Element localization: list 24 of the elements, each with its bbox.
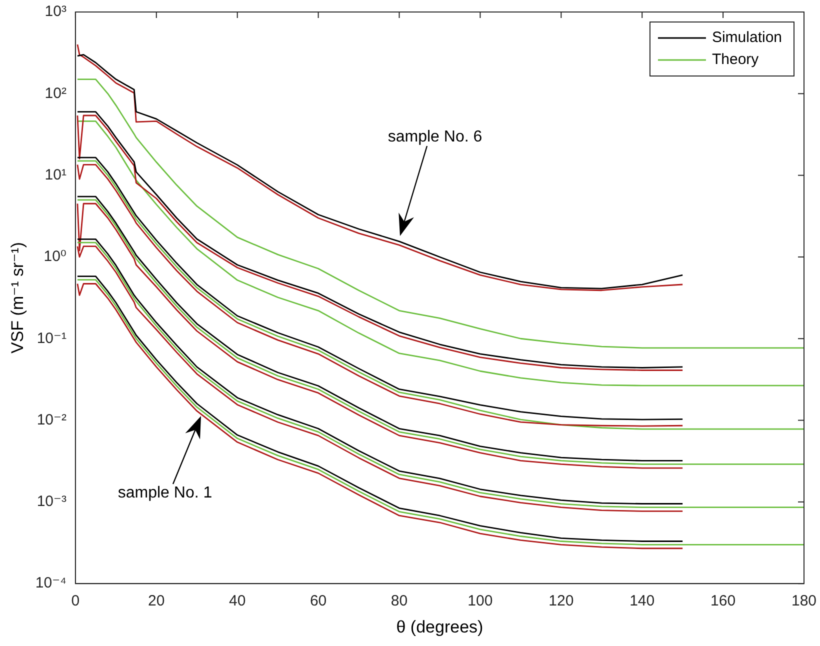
y-tick-label: 10⁰ xyxy=(44,248,66,266)
y-tick-label: 10⁻² xyxy=(36,411,66,428)
y-tick-label: 10³ xyxy=(44,3,66,20)
legend-label: Theory xyxy=(712,51,760,68)
x-tick-label: 20 xyxy=(148,592,165,610)
annotation: sample No. 1 xyxy=(118,484,212,502)
x-tick-label: 80 xyxy=(390,592,408,610)
y-tick-label: 10¹ xyxy=(44,166,66,184)
x-tick-label: 100 xyxy=(468,592,493,610)
y-tick-label: 10⁻⁴ xyxy=(35,574,66,592)
x-tick-label: 160 xyxy=(710,592,736,610)
annotation: sample No. 6 xyxy=(388,128,482,146)
x-tick-label: 180 xyxy=(791,592,817,610)
y-axis-title: VSF (m⁻¹ sr⁻¹) xyxy=(8,242,27,354)
y-tick-label: 10⁻³ xyxy=(36,493,66,510)
x-tick-label: 140 xyxy=(630,592,655,610)
x-tick-label: 40 xyxy=(229,592,246,610)
x-axis-title: θ (degrees) xyxy=(396,617,484,636)
x-tick-label: 60 xyxy=(310,592,327,610)
y-tick-label: 10⁻¹ xyxy=(36,330,66,347)
x-tick-label: 120 xyxy=(548,592,574,610)
y-tick-label: 10² xyxy=(44,84,66,102)
x-tick-label: 0 xyxy=(71,592,80,610)
legend-label: Simulation xyxy=(712,29,782,46)
